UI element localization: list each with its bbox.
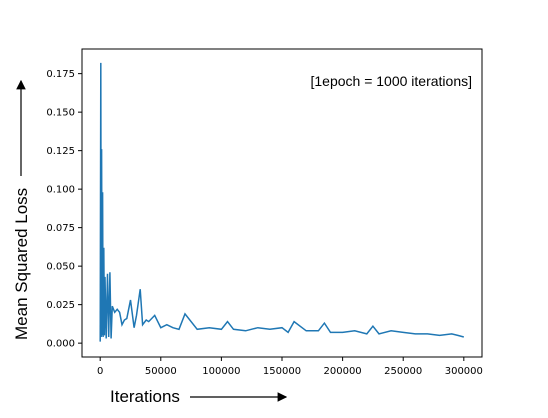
x-tick-label: 250000 bbox=[384, 366, 422, 377]
y-tick-label: 0.125 bbox=[46, 146, 75, 157]
annotation: [1epoch = 1000 iterations] bbox=[310, 73, 472, 89]
series-layer bbox=[99, 62, 464, 342]
ticks-layer: 0 50000 100000 150000 200000 250000 300000 0.00… bbox=[46, 69, 483, 377]
y-tick-label: 0.075 bbox=[46, 223, 75, 234]
x-axis-label: Iterations bbox=[110, 387, 180, 406]
y-tick-label: 0.025 bbox=[46, 300, 75, 311]
x-tick-label: 300000 bbox=[445, 366, 483, 377]
y-tick-label: 0.000 bbox=[46, 339, 75, 350]
loss-series-line bbox=[99, 62, 464, 342]
x-tick-label: 100000 bbox=[202, 366, 240, 377]
plot-area bbox=[81, 48, 483, 358]
y-tick-label: 0.100 bbox=[46, 185, 75, 196]
x-tick-label: 0 bbox=[97, 366, 103, 377]
x-tick-label: 50000 bbox=[145, 366, 177, 377]
x-tick-label: 150000 bbox=[263, 366, 301, 377]
y-axis-label: Mean Squared Loss bbox=[12, 188, 31, 340]
y-tick-label: 0.175 bbox=[46, 69, 75, 80]
y-tick-label: 0.150 bbox=[46, 108, 75, 119]
y-tick-label: 0.050 bbox=[46, 262, 75, 273]
x-tick-label: 200000 bbox=[324, 366, 362, 377]
